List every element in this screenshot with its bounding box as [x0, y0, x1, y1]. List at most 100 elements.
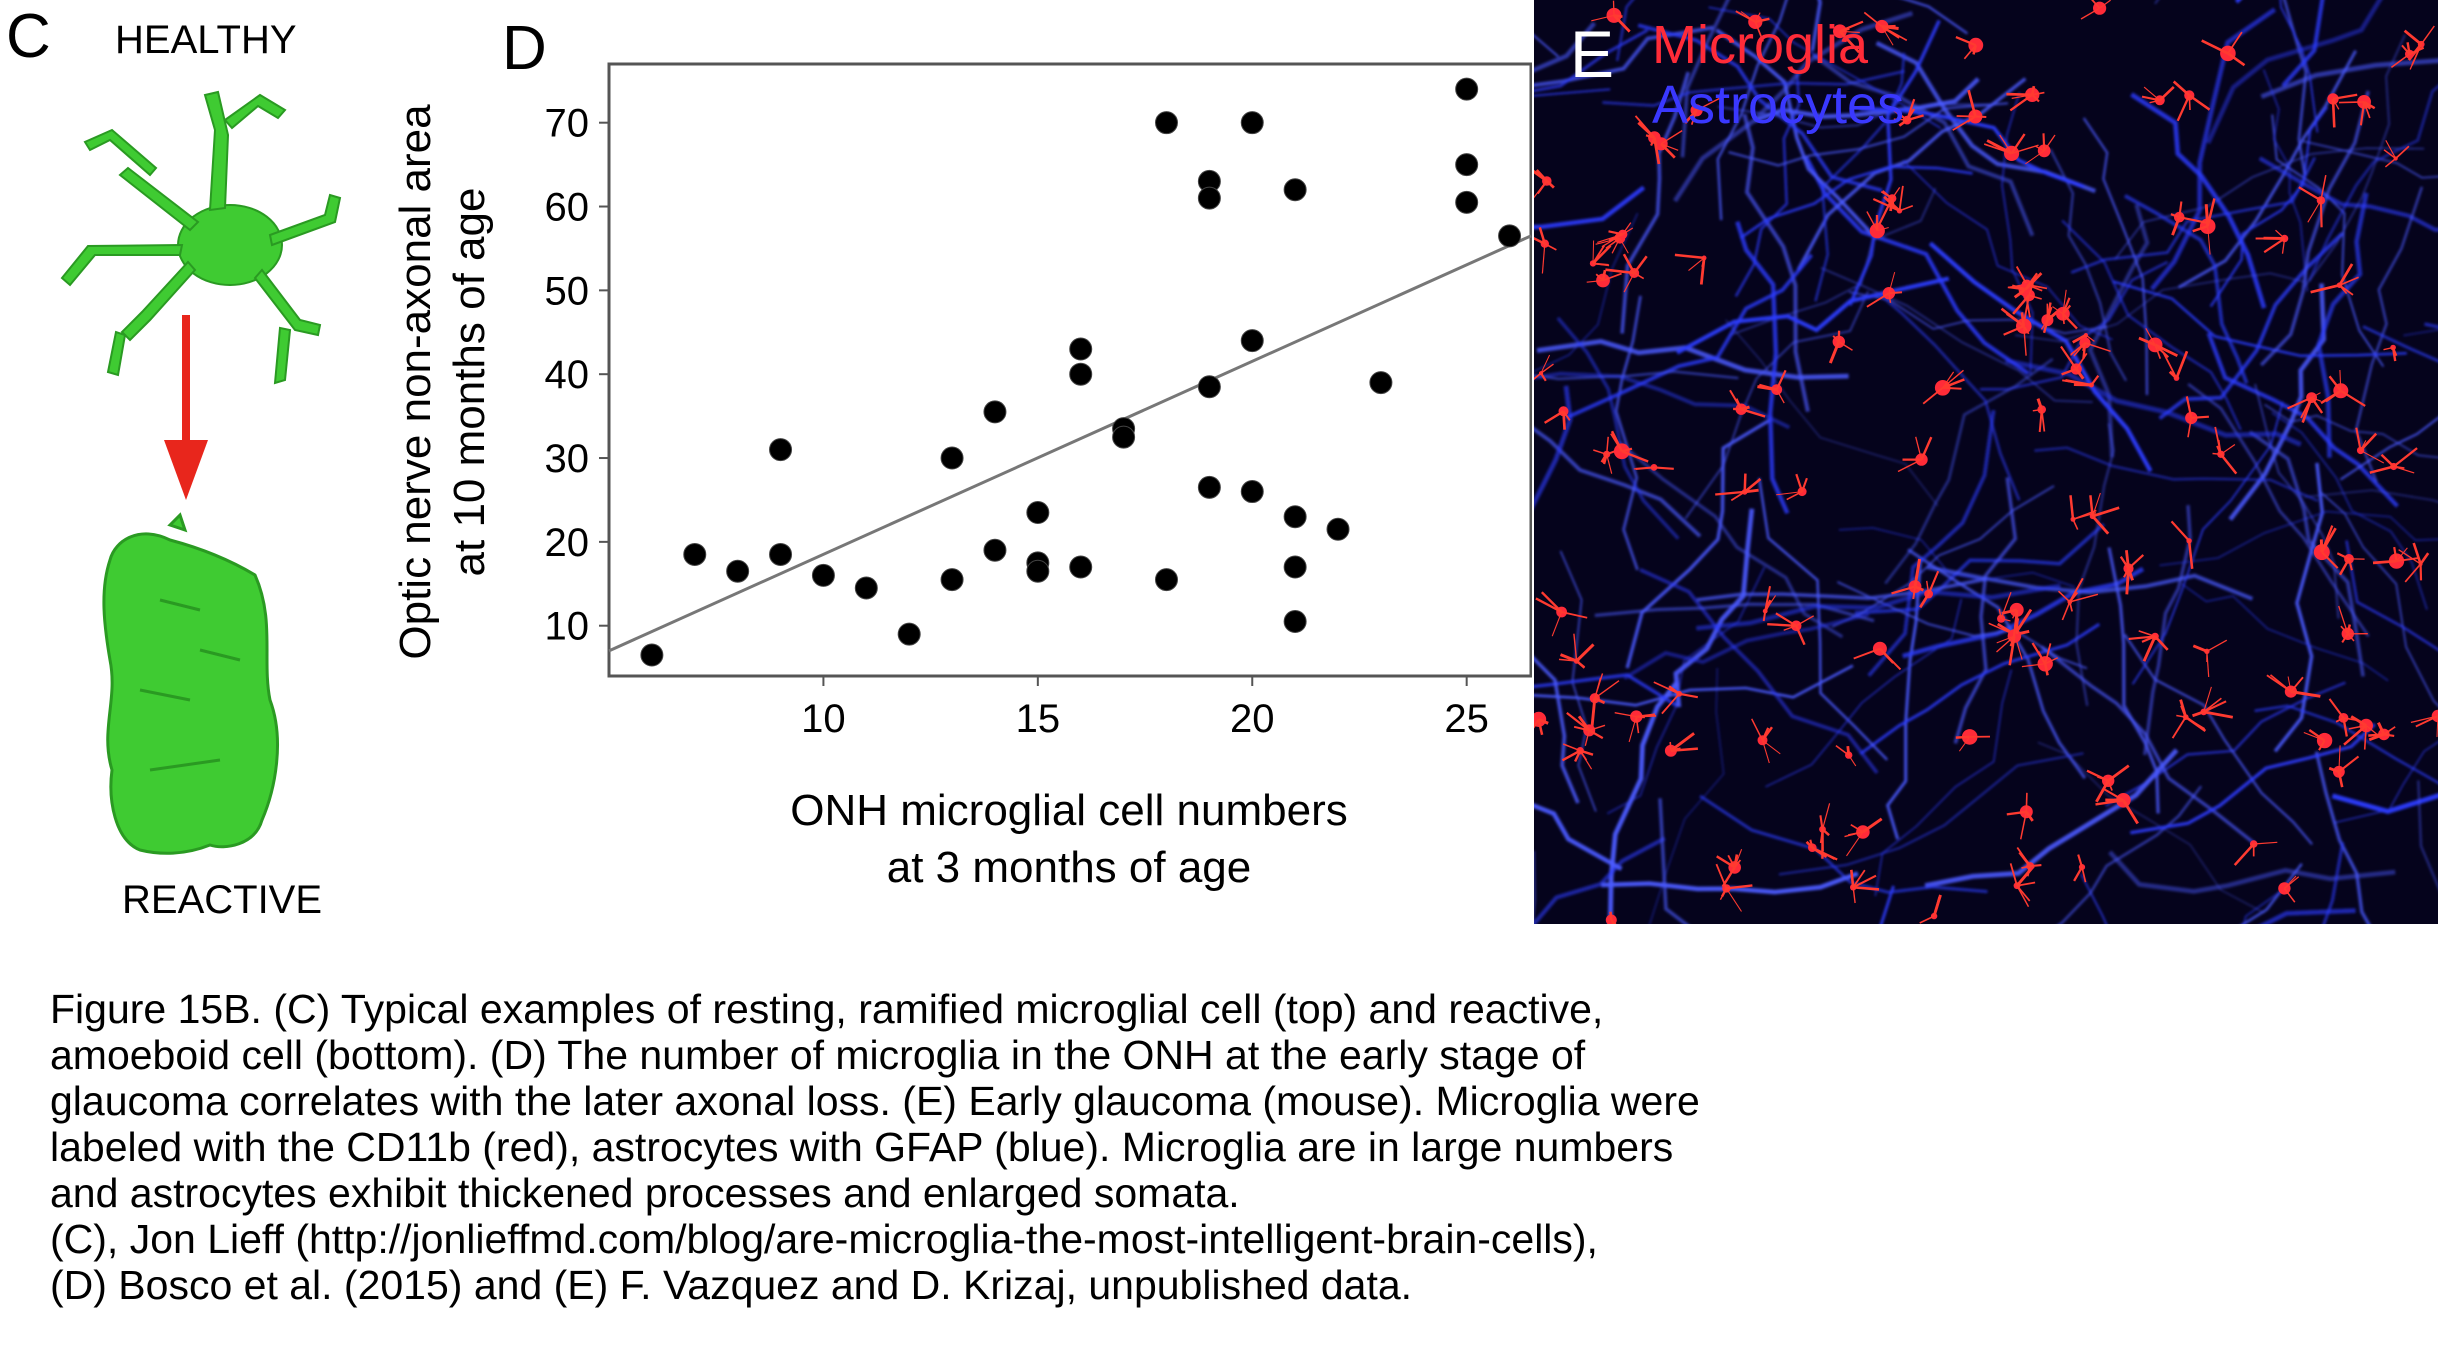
astrocyte-process — [2001, 91, 2034, 375]
astrocyte-process — [2279, 0, 2319, 133]
microglia-cell — [2383, 344, 2398, 362]
astrocyte-process — [1734, 73, 1801, 297]
fit-line — [608, 234, 1532, 653]
astrocyte-process — [1617, 440, 1844, 639]
x-tick-label: 10 — [801, 697, 846, 741]
microglia-cell — [1997, 591, 2012, 623]
microglia-cell — [2032, 398, 2046, 433]
astrocyte-process — [1924, 748, 2179, 889]
microglia-cell — [1543, 406, 1571, 430]
microglia-cell — [2080, 0, 2111, 20]
microglia-illustration — [60, 90, 342, 855]
astrocyte-process — [1534, 850, 1536, 918]
caption-line: (C), Jon Lieff (http://jonlieffmd.com/bl… — [50, 1216, 1598, 1262]
figure-caption: Figure 15B. (C) Typical examples of rest… — [50, 986, 2410, 1308]
astrocyte-process — [2080, 873, 2108, 924]
astrocyte-process — [1765, 598, 1962, 788]
astrocyte-process — [2241, 862, 2303, 924]
astrocyte-process — [2082, 117, 2149, 396]
microglia-cell — [1684, 96, 1723, 125]
data-point — [1283, 505, 1307, 529]
microglia-cell — [2368, 721, 2396, 742]
microglia-cell — [2212, 426, 2238, 475]
microglia-cell — [1597, 227, 1634, 248]
astrocyte-process — [1728, 102, 2009, 167]
astrocyte-process — [1867, 410, 1996, 677]
astrocyte-process — [2130, 723, 2376, 835]
microglia-cell — [2266, 674, 2321, 698]
microglia-cell — [2138, 328, 2179, 359]
panel-e: E Microglia Astrocytes — [1534, 0, 2438, 924]
microglia-cell — [2298, 174, 2327, 228]
astrocyte-process — [2058, 785, 2203, 924]
astrocyte-process — [2107, 547, 2160, 814]
astrocyte-process — [1658, 798, 1689, 924]
astrocyte-process — [1838, 527, 2076, 588]
data-point — [1197, 186, 1221, 210]
data-point — [983, 400, 1007, 424]
astrocyte-process — [2187, 383, 2370, 637]
astrocyte-process — [2108, 850, 2396, 894]
microglia-cell — [2233, 840, 2278, 866]
astrocyte-process — [2015, 272, 2305, 342]
astrocyte-process — [2149, 7, 2277, 291]
microglia-cell — [1835, 744, 1857, 767]
astrocyte-process — [1758, 478, 1889, 761]
y-tick-label: 20 — [545, 521, 590, 565]
microglia-cell — [2060, 345, 2088, 380]
astrocyte-process — [2177, 49, 2358, 289]
astrocyte-process — [1874, 669, 2013, 897]
astrocyte-process — [1534, 185, 1646, 230]
data-point — [1069, 337, 1093, 361]
astrocyte-process — [1673, 11, 1914, 203]
microglia-cell — [1850, 869, 1880, 904]
data-point — [1240, 111, 1264, 135]
astrocyte-process — [2264, 404, 2438, 459]
astrocyte-process — [2260, 908, 2356, 924]
reactive-microglia-cell — [102, 512, 279, 855]
microglia-cell — [2303, 729, 2333, 751]
astrocyte-process — [1742, 113, 1810, 413]
microglia-cell — [1983, 133, 2039, 161]
astrocyte-process — [1623, 612, 1870, 680]
astrocyte-process — [2242, 891, 2280, 924]
astrocyte-process — [2254, 704, 2438, 785]
y-tick-label: 40 — [545, 353, 590, 397]
data-point — [726, 559, 750, 583]
microglia-cell — [2278, 875, 2300, 903]
axis-ticks: 10 15 20 25 10 20 30 40 50 60 70 — [545, 102, 1489, 741]
legend-astrocytes: Astrocytes — [1652, 75, 1905, 135]
microglia-cell — [2172, 80, 2211, 122]
astrocyte-process — [1854, 522, 2105, 615]
astrocyte-process — [1625, 418, 1772, 669]
microglia-cell — [1633, 464, 1674, 471]
microglia-cell — [2057, 577, 2099, 621]
y-axis-title-line-1: Optic nerve non-axonal area — [391, 104, 440, 660]
astrocyte-process — [1673, 508, 1755, 708]
astrocyte-process — [2339, 416, 2438, 481]
microglia-cell — [1952, 89, 1987, 131]
astrocyte-processes — [1534, 0, 2438, 924]
astrocyte-process — [1649, 667, 1725, 924]
microglia-cell — [2073, 854, 2087, 883]
astrocyte-process — [2262, 69, 2309, 292]
astrocyte-process — [1928, 241, 2153, 473]
astrocyte-process — [2248, 430, 2365, 677]
astrocyte-process — [1639, 568, 1879, 775]
microglia-cell — [2170, 201, 2208, 236]
astrocyte-process — [1607, 681, 1679, 924]
microglia-cell — [2128, 630, 2169, 662]
microglia-cell — [1872, 185, 1914, 214]
data-point — [1069, 362, 1093, 386]
microglia-cell — [2012, 282, 2042, 321]
data-point — [683, 542, 707, 566]
microglia-cell — [2163, 350, 2189, 381]
microglia-cell — [2095, 787, 2139, 825]
data-point — [897, 622, 921, 646]
microglia-cell — [2372, 546, 2419, 569]
astrocyte-process — [1534, 28, 1649, 93]
caption-line: (D) Bosco et al. (2015) and (E) F. Vazqu… — [50, 1262, 1413, 1308]
astrocyte-process — [2316, 192, 2369, 458]
microglia-cell — [2201, 31, 2246, 67]
data-point — [1455, 190, 1479, 214]
